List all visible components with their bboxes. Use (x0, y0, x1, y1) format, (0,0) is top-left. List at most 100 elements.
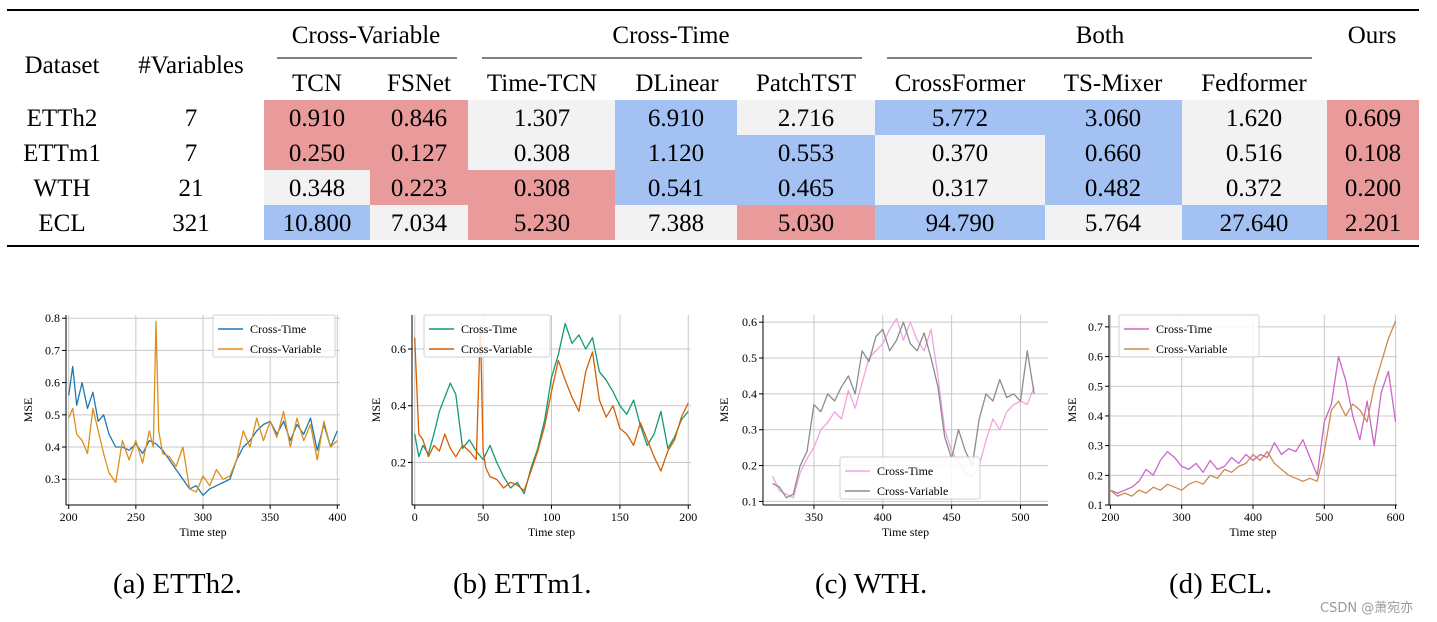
cell-bg (1045, 100, 1182, 135)
x-tick-label: 450 (943, 510, 961, 524)
cell-value: 6.910 (648, 105, 704, 132)
y-tick-label: 0.2 (742, 459, 757, 473)
cell-value: 27.640 (1220, 210, 1289, 237)
cell-value: 7.034 (391, 210, 448, 237)
cell-bg (468, 135, 615, 170)
cell-bg (615, 135, 737, 170)
col-dlinear: DLinear (635, 70, 719, 97)
legend-label: Cross-Time (250, 322, 306, 336)
series-line (68, 320, 338, 493)
x-tick-label: 500 (1011, 510, 1029, 524)
legend-box (423, 314, 551, 358)
cell-value: 10.800 (283, 210, 352, 237)
legend-box (1118, 314, 1260, 358)
cell-bg (615, 100, 737, 135)
y-tick-label: 0.7 (1088, 320, 1103, 334)
cell-bg (1182, 100, 1327, 135)
cell-value: 0.200 (1345, 175, 1401, 202)
cell-value: 0.609 (1345, 105, 1401, 132)
row-dataset: ETTh2 (27, 105, 98, 132)
cell-value: 5.030 (778, 210, 834, 237)
cell-bg (1327, 135, 1419, 170)
cell-bg (1327, 170, 1419, 205)
plot-ecl: 200 300 400 500 600 0.1 0.2 0.3 0.4 0.5 0.6 0.7 Time… (1064, 305, 1409, 560)
cell-value: 0.308 (514, 175, 570, 202)
legend-label: Cross-Time (461, 322, 517, 336)
x-tick-label: 200 (60, 510, 78, 524)
row-dataset: ETTm1 (23, 140, 101, 167)
col-ts-mixer: TS-Mixer (1064, 70, 1163, 97)
x-tick-label: 500 (1315, 510, 1333, 524)
x-tick-label: 400 (874, 510, 892, 524)
caption-wth: (c) WTH. (815, 568, 928, 600)
header-dataset: Dataset (25, 52, 100, 79)
x-tick-label: 100 (543, 510, 561, 524)
legend-label: Cross-Time (1156, 322, 1212, 336)
cell-value: 0.372 (1226, 175, 1282, 202)
cell-bg (370, 170, 468, 205)
cell-value: 0.541 (648, 175, 704, 202)
cell-value: 0.482 (1085, 175, 1141, 202)
y-tick-label: 0.4 (45, 440, 60, 454)
plot-etth2: 200 250 300 350 400 0.3 0.4 0.5 0.6 0.7 0.8 Time st… (20, 305, 350, 560)
y-tick-label: 0.3 (1088, 439, 1103, 453)
header-variables: #Variables (138, 52, 244, 79)
y-tick-label: 0.6 (1088, 350, 1103, 364)
cell-value: 3.060 (1085, 105, 1141, 132)
plot-wth: 350 400 450 500 0.1 0.2 0.3 0.4 0.5 0.6 Time step M… (716, 305, 1056, 560)
plot-wth-svg: 350 400 450 500 0.1 0.2 0.3 0.4 0.5 0.6 Time step M… (717, 315, 1048, 539)
caption-ecl: (d) ECL. (1169, 568, 1273, 600)
cell-value: 2.716 (778, 105, 834, 132)
cell-value: 0.317 (932, 175, 988, 202)
legend-label: Cross-Variable (461, 342, 532, 356)
x-tick-label: 200 (1101, 510, 1119, 524)
legend-label: Cross-Time (877, 464, 933, 478)
row-dataset: ECL (38, 210, 85, 237)
cell-bg (468, 205, 615, 240)
cell-value: 0.910 (289, 105, 345, 132)
group-cross-variable: Cross-Variable (292, 22, 441, 49)
cell-bg (1182, 205, 1327, 240)
cell-bg (370, 205, 468, 240)
cell-bg (615, 170, 737, 205)
cell-value: 0.516 (1226, 140, 1282, 167)
series-line (772, 317, 1035, 499)
watermark: CSDN @萧宛亦 (1320, 601, 1414, 616)
group-cross-time: Cross-Time (612, 22, 729, 49)
col-fsnet: FSNet (387, 70, 451, 97)
plot-ecl-svg: 200 300 400 500 600 0.1 0.2 0.3 0.4 0.5 0.6 0.7 Time… (1065, 314, 1405, 539)
y-tick-label: 0.1 (742, 494, 757, 508)
cell-value: 0.465 (778, 175, 834, 202)
series-line (1110, 355, 1397, 494)
cell-bg (1045, 135, 1182, 170)
x-axis-label: Time step (882, 525, 929, 539)
cell-bg (264, 205, 370, 240)
cell-bg (875, 100, 1045, 135)
legend-label: Cross-Variable (250, 342, 321, 356)
col-time-tcn: Time-TCN (487, 70, 597, 97)
cell-value: 2.201 (1345, 210, 1401, 237)
cell-bg (264, 100, 370, 135)
y-tick-label: 0.3 (45, 472, 60, 486)
cell-bg (737, 170, 875, 205)
col-patchtst: PatchTST (756, 70, 856, 97)
cell-value: 0.308 (514, 140, 570, 167)
y-tick-label: 0.8 (45, 311, 60, 325)
cell-bg (370, 100, 468, 135)
cell-bg (264, 170, 370, 205)
cell-value: 0.846 (391, 105, 447, 132)
x-axis-label: Time step (528, 525, 575, 539)
series-line (414, 325, 689, 492)
y-axis-label: MSE (21, 398, 35, 423)
legend-box (212, 314, 336, 358)
cell-value: 1.307 (514, 105, 570, 132)
caption-ettm1: (b) ETTm1. (453, 568, 592, 600)
y-tick-label: 0.7 (45, 343, 60, 357)
group-both: Both (1076, 22, 1125, 49)
cell-bg (370, 135, 468, 170)
x-axis-label: Time step (1229, 525, 1276, 539)
cell-value: 0.660 (1085, 140, 1141, 167)
table-body: ETTh2 7 0.910 0.846 1.307 6.910 2.716 5.… (23, 105, 1401, 237)
y-tick-label: 0.5 (742, 351, 757, 365)
y-tick-label: 0.2 (1088, 468, 1103, 482)
